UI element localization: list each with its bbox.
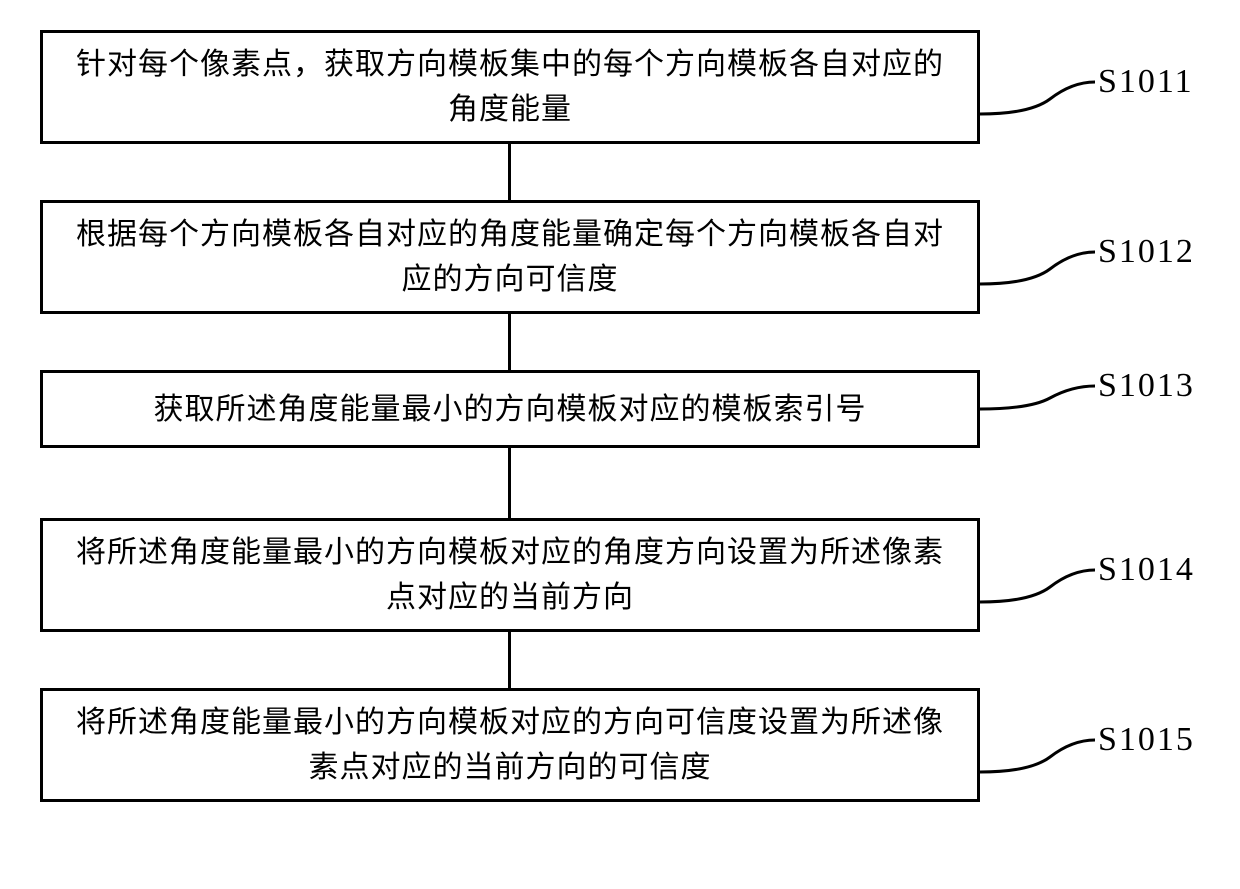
step-row: 根据每个方向模板各自对应的角度能量确定每个方向模板各自对应的方向可信度 S101…	[40, 200, 1200, 314]
step-box-s1011: 针对每个像素点，获取方向模板集中的每个方向模板各自对应的角度能量	[40, 30, 980, 144]
connector-s1013: S1013	[980, 370, 1200, 448]
step-box-s1015: 将所述角度能量最小的方向模板对应的方向可信度设置为所述像素点对应的当前方向的可信…	[40, 688, 980, 802]
step-box-s1013: 获取所述角度能量最小的方向模板对应的模板索引号	[40, 370, 980, 448]
step-row: 将所述角度能量最小的方向模板对应的角度方向设置为所述像素点对应的当前方向 S10…	[40, 518, 1200, 632]
step-label: S1011	[1098, 63, 1194, 101]
flowchart-container: 针对每个像素点，获取方向模板集中的每个方向模板各自对应的角度能量 S1011 根…	[40, 30, 1200, 802]
step-text: 获取所述角度能量最小的方向模板对应的模板索引号	[154, 387, 867, 432]
connector-s1011: S1011	[980, 57, 1200, 117]
arrow-down	[508, 632, 511, 688]
step-row: 将所述角度能量最小的方向模板对应的方向可信度设置为所述像素点对应的当前方向的可信…	[40, 688, 1200, 802]
step-label: S1015	[1098, 721, 1195, 759]
step-label: S1012	[1098, 233, 1195, 271]
step-row: 获取所述角度能量最小的方向模板对应的模板索引号 S1013	[40, 370, 1200, 448]
arrow-down	[508, 448, 511, 518]
step-box-s1014: 将所述角度能量最小的方向模板对应的角度方向设置为所述像素点对应的当前方向	[40, 518, 980, 632]
step-label: S1013	[1098, 367, 1195, 405]
step-label: S1014	[1098, 551, 1195, 589]
step-box-s1012: 根据每个方向模板各自对应的角度能量确定每个方向模板各自对应的方向可信度	[40, 200, 980, 314]
connector-s1014: S1014	[980, 545, 1200, 605]
arrow-down	[508, 314, 511, 370]
step-text: 根据每个方向模板各自对应的角度能量确定每个方向模板各自对应的方向可信度	[67, 212, 953, 302]
step-text: 将所述角度能量最小的方向模板对应的角度方向设置为所述像素点对应的当前方向	[67, 530, 953, 620]
arrow-down	[508, 144, 511, 200]
step-row: 针对每个像素点，获取方向模板集中的每个方向模板各自对应的角度能量 S1011	[40, 30, 1200, 144]
step-text: 针对每个像素点，获取方向模板集中的每个方向模板各自对应的角度能量	[67, 42, 953, 132]
connector-s1012: S1012	[980, 227, 1200, 287]
step-text: 将所述角度能量最小的方向模板对应的方向可信度设置为所述像素点对应的当前方向的可信…	[67, 700, 953, 790]
connector-s1015: S1015	[980, 715, 1200, 775]
